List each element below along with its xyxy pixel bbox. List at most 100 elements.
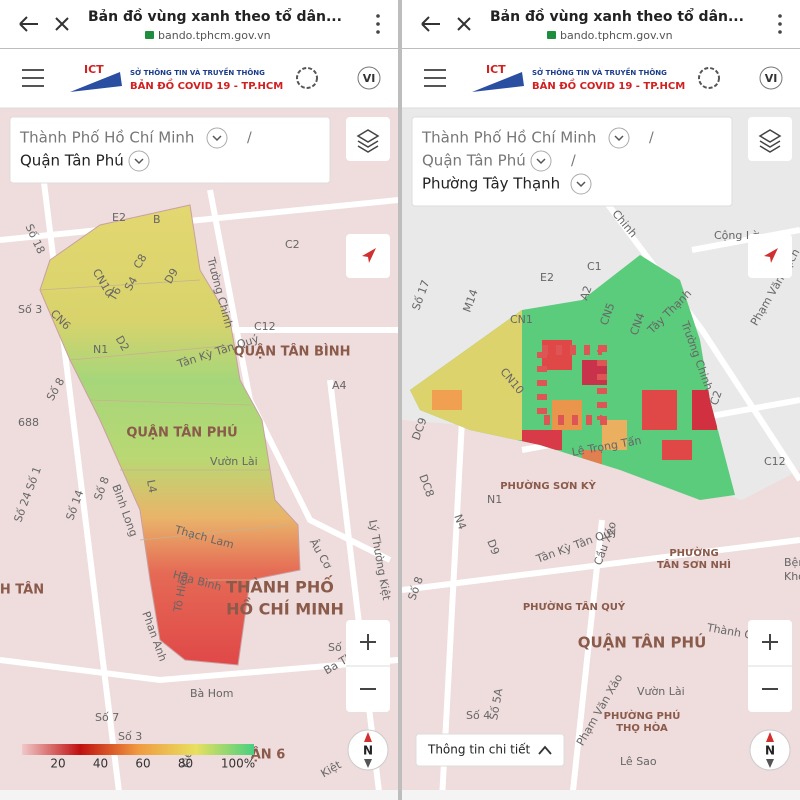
zoom-in-button[interactable] bbox=[360, 634, 376, 650]
dropdown-toggle[interactable] bbox=[570, 173, 592, 195]
breadcrumb-item[interactable]: Phường Tây Thạnh bbox=[422, 175, 560, 193]
map-label: N4 bbox=[451, 513, 468, 532]
back-button[interactable] bbox=[19, 16, 38, 32]
dropdown-chevron bbox=[614, 135, 624, 142]
map-label: C1 bbox=[587, 260, 602, 273]
legend-label: 20 bbox=[50, 757, 65, 771]
map-label: QUẬN TÂN PHÚ bbox=[126, 425, 237, 441]
browser-bar bbox=[402, 0, 800, 48]
dropdown-chevron bbox=[212, 135, 222, 142]
map-label: PHƯỜNG bbox=[669, 546, 718, 559]
map-label: PHƯỜNG TÂN QUÝ bbox=[523, 600, 626, 613]
breadcrumb-separator: / bbox=[649, 130, 654, 146]
details-chevron bbox=[538, 745, 552, 755]
map-label: A4 bbox=[332, 379, 347, 392]
bottom-bar bbox=[402, 790, 800, 800]
map-label: C8 bbox=[131, 252, 150, 271]
district-area bbox=[39, 204, 301, 666]
layers-icon bbox=[758, 129, 782, 153]
dropdown-toggle[interactable] bbox=[530, 150, 552, 172]
map-label: A2 bbox=[577, 284, 594, 302]
logo-mark bbox=[70, 72, 122, 92]
app-header bbox=[402, 49, 800, 108]
map-label: E2 bbox=[540, 271, 554, 284]
map-label: ẬN 6 bbox=[251, 747, 286, 763]
map-label: C12 bbox=[254, 320, 276, 333]
details-button-label[interactable]: Thông tin chi tiết bbox=[427, 743, 531, 757]
breadcrumb-card bbox=[411, 116, 733, 207]
org-name: SỞ THÔNG TIN VÀ TRUYỀN THÔNG bbox=[532, 67, 667, 77]
breadcrumb-item[interactable]: Quận Tân Phú bbox=[422, 152, 526, 170]
language-button[interactable] bbox=[759, 66, 783, 90]
menu-dot[interactable] bbox=[778, 30, 782, 34]
compass-label: N bbox=[363, 744, 373, 758]
app-name: BẢN ĐỒ COVID 19 - TP.HCM bbox=[130, 77, 283, 92]
legend-label: 60 bbox=[135, 757, 150, 771]
map-label: Số 7 bbox=[95, 711, 119, 724]
map-label: Vườn Lài bbox=[210, 455, 258, 468]
legend-label: 40 bbox=[93, 757, 108, 771]
details-button[interactable] bbox=[415, 733, 565, 767]
compass-needle bbox=[364, 759, 372, 768]
menu-dot[interactable] bbox=[376, 30, 380, 34]
back-button[interactable] bbox=[421, 16, 440, 32]
map-label: L4 bbox=[144, 479, 159, 494]
settings-button[interactable] bbox=[698, 67, 720, 89]
dropdown-toggle[interactable] bbox=[608, 127, 630, 149]
language-label: VI bbox=[363, 72, 376, 85]
dropdown-toggle[interactable] bbox=[206, 127, 228, 149]
menu-dot[interactable] bbox=[778, 22, 782, 26]
map-label: C2 bbox=[285, 238, 300, 251]
menu-dot[interactable] bbox=[376, 14, 380, 18]
map-label: C2 bbox=[707, 389, 724, 407]
map-label: CN1 bbox=[510, 313, 533, 326]
layers-button[interactable] bbox=[346, 117, 390, 161]
map-label: E2 bbox=[112, 211, 126, 224]
locate-icon bbox=[362, 248, 376, 263]
compass-label: N bbox=[765, 744, 775, 758]
map-label: QUẬN TÂN PHÚ bbox=[578, 632, 707, 652]
map-label: Bà Hom bbox=[190, 687, 234, 700]
org-name: SỞ THÔNG TIN VÀ TRUYỀN THÔNG bbox=[130, 67, 265, 77]
map-label: PHƯỜNG PHÚ bbox=[604, 709, 681, 722]
zoom-in-button[interactable] bbox=[762, 634, 778, 650]
compass[interactable] bbox=[347, 729, 389, 771]
app-header bbox=[0, 49, 398, 108]
layers-button[interactable] bbox=[748, 117, 792, 161]
map-label: THỌ HÒA bbox=[616, 721, 668, 734]
breadcrumb-item[interactable]: Thành Phố Hồ Chí Minh bbox=[421, 129, 596, 147]
breadcrumb-item[interactable]: Thành Phố Hồ Chí Minh bbox=[19, 129, 194, 147]
map-label: TÂN SƠN NHÌ bbox=[657, 558, 731, 571]
breadcrumb-item[interactable]: Quận Tân Phú bbox=[20, 152, 124, 170]
settings-button[interactable] bbox=[296, 67, 318, 89]
bottom-bar bbox=[0, 790, 398, 800]
map-label: C12 bbox=[764, 455, 786, 468]
map-label: QUẬN TÂN BÌNH bbox=[234, 344, 351, 360]
map-label: D9 bbox=[484, 538, 502, 557]
map-label: Vườn Lài bbox=[637, 685, 685, 698]
map-label: Số 3 bbox=[118, 730, 142, 743]
map-label: H TÂN bbox=[0, 582, 44, 598]
dropdown-toggle[interactable] bbox=[128, 150, 150, 172]
map-label: N1 bbox=[93, 343, 108, 356]
close-button[interactable] bbox=[55, 17, 69, 31]
map-label: 688 bbox=[18, 416, 39, 429]
compass-needle bbox=[364, 732, 372, 742]
logo-text: ICT bbox=[486, 63, 506, 76]
dropdown-chevron bbox=[134, 158, 144, 165]
map-label: HỒ CHÍ MINH bbox=[226, 597, 344, 619]
map-label: Lê Sao bbox=[620, 755, 657, 768]
map-label: Số 5A bbox=[487, 687, 505, 721]
map-label: S4 bbox=[122, 274, 140, 293]
compass[interactable] bbox=[749, 729, 791, 771]
language-button[interactable] bbox=[357, 66, 381, 90]
menu-dot[interactable] bbox=[778, 14, 782, 18]
close-button[interactable] bbox=[457, 17, 471, 31]
menu-dot[interactable] bbox=[376, 22, 380, 26]
map-label: B bbox=[153, 213, 161, 226]
app-name: BẢN ĐỒ COVID 19 - TP.HCM bbox=[532, 77, 685, 92]
breadcrumb-card bbox=[9, 116, 331, 184]
compass-needle bbox=[766, 732, 774, 742]
